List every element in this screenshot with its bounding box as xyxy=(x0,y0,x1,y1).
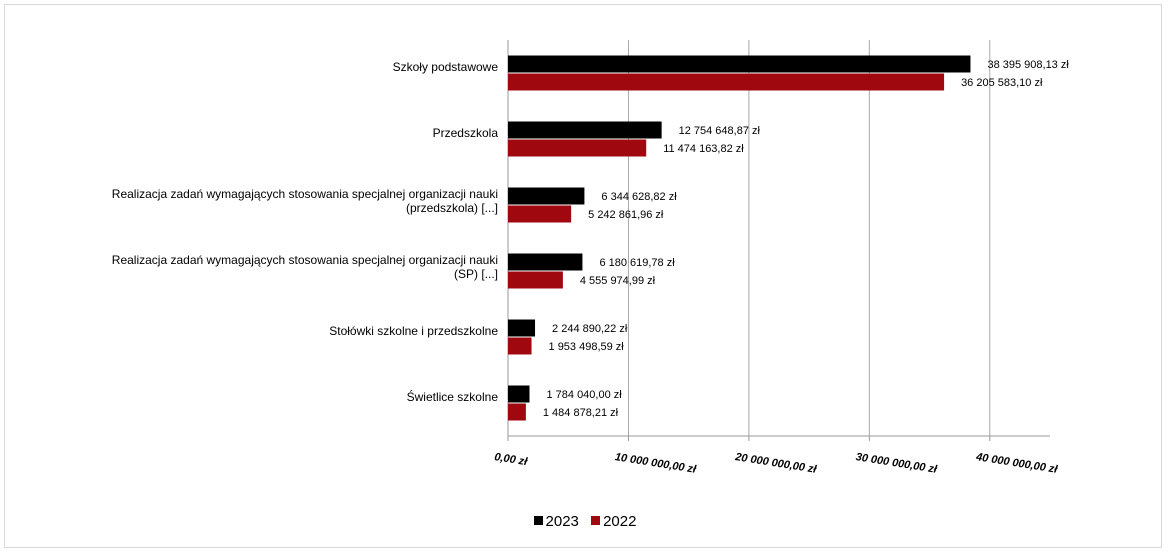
bar-2022-4 xyxy=(508,337,532,355)
data-label-2022-2: 5 242 861,96 zł xyxy=(588,209,664,221)
category-label-3-1: (SP) [...] xyxy=(454,267,498,281)
legend-swatch-2023 xyxy=(533,516,543,525)
category-label-2-0: Realizacja zadań wymagających stosowania… xyxy=(112,187,498,201)
legend-swatch-2022 xyxy=(591,516,601,525)
category-label-0-0: Szkoły podstawowe xyxy=(393,60,499,74)
bar-2022-3 xyxy=(508,271,563,289)
bar-2023-3 xyxy=(508,253,583,271)
category-label-5-0: Świetlice szkolne xyxy=(407,389,499,404)
bar-2022-2 xyxy=(508,205,572,223)
data-label-2022-4: 1 953 498,59 zł xyxy=(549,341,625,353)
legend-label-2022: 2022 xyxy=(603,513,637,530)
x-tick-label-3: 30 000 000,00 zł xyxy=(855,451,939,476)
x-tick-label-4: 40 000 000,00 zł xyxy=(974,451,1059,476)
bar-2022-5 xyxy=(508,403,526,421)
category-label-3-0: Realizacja zadań wymagających stosowania… xyxy=(112,253,498,267)
category-label-4-0: Stołówki szkolne i przedszkolne xyxy=(329,324,498,338)
legend-item-2023: 2023 xyxy=(533,513,579,530)
category-label-2-1: (przedszkola) [...] xyxy=(406,201,498,215)
bar-2023-1 xyxy=(508,121,662,139)
bar-2022-0 xyxy=(508,73,945,91)
data-label-2022-3: 4 555 974,99 zł xyxy=(580,275,656,287)
x-tick-label-2: 20 000 000,00 zł xyxy=(733,451,818,476)
legend-label-2023: 2023 xyxy=(545,513,579,530)
data-label-2023-1: 12 754 648,87 zł xyxy=(679,125,761,137)
data-label-2022-1: 11 474 163,82 zł xyxy=(663,143,744,155)
bar-2023-2 xyxy=(508,187,585,205)
data-label-2022-0: 36 205 583,10 zł xyxy=(961,77,1043,89)
bar-2022-1 xyxy=(508,139,647,157)
bar-2023-4 xyxy=(508,319,536,337)
legend: 2023 2022 xyxy=(0,513,1170,530)
data-label-2023-5: 1 784 040,00 zł xyxy=(546,389,622,401)
chart-frame xyxy=(4,4,1162,548)
x-tick-label-1: 10 000 000,00 zł xyxy=(614,451,698,476)
category-label-1-0: Przedszkola xyxy=(433,126,499,140)
data-label-2023-4: 2 244 890,22 zł xyxy=(552,323,628,335)
bar-2023-5 xyxy=(508,385,530,403)
data-label-2022-5: 1 484 878,21 zł xyxy=(543,407,619,419)
bar-2023-0 xyxy=(508,55,971,73)
legend-item-2022: 2022 xyxy=(591,513,636,530)
data-label-2023-3: 6 180 619,78 zł xyxy=(599,257,675,269)
data-label-2023-0: 38 395 908,13 zł xyxy=(987,59,1069,71)
data-label-2023-2: 6 344 628,82 zł xyxy=(601,191,677,203)
x-tick-label-0: 0,00 zł xyxy=(494,451,529,468)
